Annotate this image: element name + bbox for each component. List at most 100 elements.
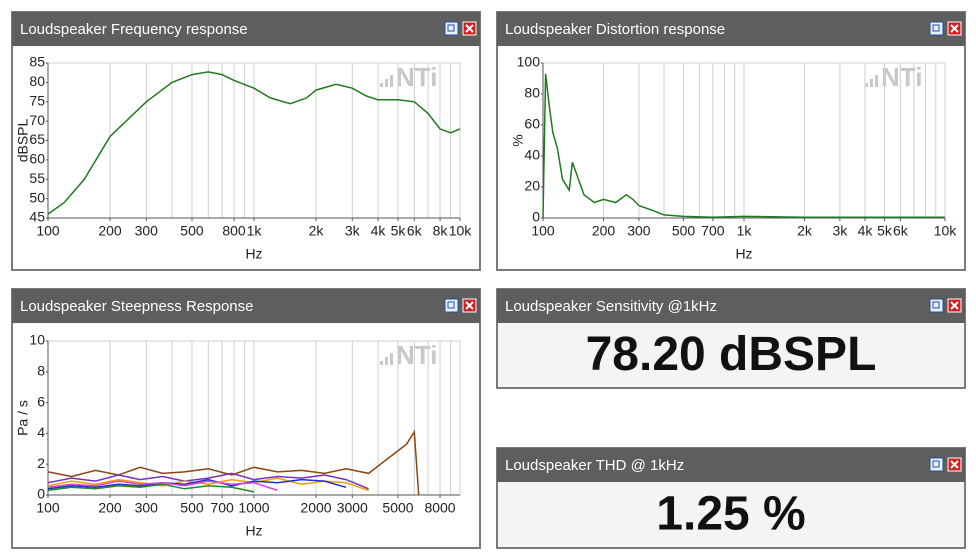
y-tick-label: 20 (524, 178, 540, 194)
panel-header (497, 448, 965, 482)
y-tick-label: 0 (37, 486, 45, 502)
y-tick-label: 45 (29, 209, 45, 225)
x-tick-label: 100 (36, 223, 60, 239)
undock-button[interactable] (929, 298, 944, 313)
panel: Loudspeaker THD @ 1kHz 1.25 % (496, 447, 966, 549)
panel-title: Loudspeaker Frequency response (20, 21, 248, 38)
data-line (47, 478, 347, 490)
x-tick-label: 500 (180, 500, 204, 516)
x-axis-label: Hz (245, 246, 262, 262)
close-button[interactable] (462, 298, 477, 313)
readout-value: 1.25 % (656, 488, 805, 541)
x-tick-label: 200 (98, 500, 122, 516)
logo-text: NTi (881, 62, 922, 92)
panel-header (497, 289, 965, 323)
undock-icon[interactable] (929, 21, 944, 36)
x-tick-label: 1k (247, 223, 263, 239)
x-axis-label: Hz (245, 523, 262, 539)
x-tick-label: 300 (135, 500, 159, 516)
undock-icon[interactable] (444, 21, 459, 36)
close-button[interactable] (462, 21, 477, 36)
panel-title: Loudspeaker Sensitivity @1kHz (505, 298, 717, 315)
x-tick-label: 3000 (337, 500, 368, 516)
close-cross[interactable] (950, 460, 959, 469)
x-tick-label: 300 (627, 223, 651, 239)
y-tick-label: 70 (29, 112, 45, 128)
x-tick-label: 3k (833, 223, 849, 239)
logo-bar (380, 83, 383, 87)
x-tick-label: 10k (934, 223, 958, 239)
close-cross[interactable] (465, 24, 474, 33)
logo-bar (390, 75, 393, 87)
x-tick-label: 100 (36, 500, 60, 516)
x-tick-label: 300 (135, 223, 159, 239)
y-tick-label: 60 (29, 151, 45, 167)
logo-bar (390, 353, 393, 365)
panel-header (12, 289, 480, 323)
undock-button[interactable] (444, 21, 459, 36)
undock-icon[interactable] (444, 298, 459, 313)
x-tick-label: 2000 (300, 500, 331, 516)
x-tick-label: 2k (797, 223, 813, 239)
close-button[interactable] (947, 21, 962, 36)
y-tick-label: 8 (37, 363, 45, 379)
plot-area-bg (13, 324, 479, 547)
x-tick-label: 10k (449, 223, 473, 239)
close-button[interactable] (947, 298, 962, 313)
logo-bar (870, 79, 873, 87)
undock-icon-inner[interactable] (932, 24, 940, 32)
undock-icon[interactable] (929, 457, 944, 472)
x-tick-label: 6k (893, 223, 909, 239)
close-button[interactable] (947, 457, 962, 472)
undock-icon-inner[interactable] (447, 301, 455, 309)
close-cross[interactable] (950, 301, 959, 310)
data-line (47, 480, 278, 492)
x-tick-label: 100 (531, 223, 555, 239)
y-tick-label: 6 (37, 393, 45, 409)
y-tick-label: 80 (29, 73, 45, 89)
close-cross[interactable] (465, 301, 474, 310)
undock-icon-inner[interactable] (932, 460, 940, 468)
undock-button[interactable] (444, 298, 459, 313)
undock-icon-inner[interactable] (447, 24, 455, 32)
logo-bar (385, 79, 388, 87)
undock-icon[interactable] (929, 298, 944, 313)
y-axis-label: Pa / s (15, 400, 31, 436)
x-tick-label: 8000 (424, 500, 455, 516)
undock-button[interactable] (929, 457, 944, 472)
y-tick-label: 0 (532, 209, 540, 225)
logo-text: NTi (396, 340, 437, 370)
x-tick-label: 200 (592, 223, 616, 239)
y-tick-label: 80 (524, 85, 540, 101)
plot-area-bg (498, 47, 964, 269)
x-tick-label: 1000 (238, 500, 269, 516)
y-tick-label: 65 (29, 131, 45, 147)
x-tick-label: 700 (701, 223, 725, 239)
x-tick-label: 500 (672, 223, 696, 239)
y-tick-label: 50 (29, 189, 45, 205)
x-tick-label: 700 (210, 500, 234, 516)
panel-header (12, 12, 480, 46)
x-tick-label: 4k (858, 223, 874, 239)
panel-title: Loudspeaker Distortion response (505, 21, 725, 38)
x-tick-label: 500 (180, 223, 204, 239)
x-tick-label: 5k (877, 223, 893, 239)
readout-value: 78.20 dBSPL (586, 328, 877, 381)
close-cross[interactable] (950, 24, 959, 33)
logo-text: NTi (396, 62, 437, 92)
logo-bar (865, 83, 868, 87)
undock-icon-inner[interactable] (932, 301, 940, 309)
data-line (47, 71, 461, 215)
panel: Loudspeaker Frequency response NTi 100 200 3… (11, 11, 481, 271)
x-tick-label: 8k (433, 223, 449, 239)
y-tick-label: 2 (37, 455, 45, 471)
data-line (47, 472, 369, 490)
y-tick-label: 75 (29, 92, 45, 108)
x-tick-label: 200 (98, 223, 122, 239)
y-tick-label: 85 (29, 54, 45, 70)
undock-button[interactable] (929, 21, 944, 36)
logo-bar (380, 361, 383, 365)
